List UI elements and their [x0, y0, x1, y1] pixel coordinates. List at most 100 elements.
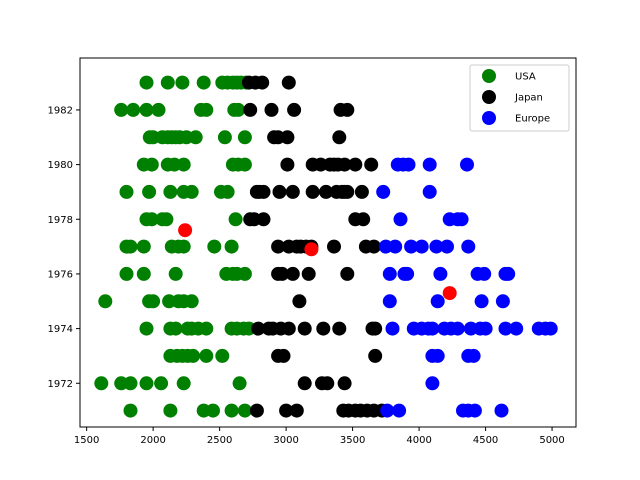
usa-point — [163, 184, 178, 199]
y-tick-label: 1978 — [48, 215, 73, 226]
europe-point — [425, 376, 440, 391]
europe-point — [509, 321, 524, 336]
usa-point — [139, 75, 154, 90]
usa-point — [144, 212, 159, 227]
usa-point — [144, 157, 159, 172]
usa-point — [151, 102, 166, 117]
usa-point — [176, 239, 191, 254]
europe-point — [501, 266, 516, 281]
y-axis: 1972 1974 1976 1978 1980 1982 — [48, 105, 80, 390]
japan-point — [280, 157, 295, 172]
japan-point — [332, 321, 347, 336]
europe-point — [385, 321, 400, 336]
japan-point — [348, 157, 363, 172]
europe-point — [478, 321, 493, 336]
usa-point — [160, 75, 175, 90]
highlight-point — [178, 223, 193, 238]
usa-point — [199, 321, 214, 336]
japan-point — [356, 212, 371, 227]
japan-point — [301, 266, 316, 281]
usa-point — [224, 403, 239, 418]
usa-point — [139, 376, 154, 391]
data-points — [94, 75, 558, 418]
europe-point — [467, 403, 482, 418]
usa-point — [168, 266, 183, 281]
usa-point — [199, 102, 214, 117]
japan-point — [320, 376, 335, 391]
japan-point — [366, 239, 381, 254]
x-tick-label: 1500 — [74, 435, 99, 446]
usa-point — [98, 294, 113, 309]
usa-point — [123, 239, 138, 254]
japan-point — [305, 184, 320, 199]
europe-point — [543, 321, 558, 336]
japan-point — [340, 184, 355, 199]
japan-point — [327, 239, 341, 254]
y-tick-label: 1974 — [48, 324, 73, 335]
usa-point — [196, 75, 211, 90]
legend-label: Europe — [515, 114, 550, 125]
x-tick-label: 2000 — [140, 435, 165, 446]
europe-point — [422, 184, 437, 199]
europe-point — [392, 403, 407, 418]
usa-point — [176, 157, 191, 172]
europe-point — [433, 266, 448, 281]
japan-point — [337, 157, 352, 172]
usa-point — [139, 321, 154, 336]
usa-point — [232, 376, 247, 391]
x-tick-label: 4000 — [406, 435, 431, 446]
usa-point — [119, 266, 134, 281]
x-axis: 1500 2000 2500 3000 3500 4000 4500 5000 — [74, 427, 565, 446]
europe-point — [430, 294, 445, 309]
japan-point — [264, 102, 279, 117]
usa-point — [199, 348, 214, 363]
usa-point — [126, 102, 141, 117]
europe-point — [400, 266, 415, 281]
usa-point — [123, 376, 138, 391]
legend-label: USA — [515, 72, 536, 83]
europe-point — [440, 239, 454, 254]
legend-marker — [482, 90, 496, 104]
europe-point — [494, 403, 509, 418]
legend-marker — [482, 69, 496, 83]
europe-point — [388, 239, 403, 254]
usa-point — [136, 266, 151, 281]
x-tick-label: 3000 — [273, 435, 298, 446]
japan-point — [275, 266, 290, 281]
y-tick-label: 1982 — [48, 105, 73, 116]
usa-point — [220, 184, 235, 199]
usa-point — [237, 403, 252, 418]
japan-point — [272, 184, 287, 199]
japan-point — [316, 321, 331, 336]
usa-point — [237, 157, 252, 172]
japan-point — [319, 184, 333, 199]
japan-point — [249, 403, 264, 418]
japan-point — [368, 348, 383, 363]
usa-point — [146, 294, 161, 309]
europe-point — [430, 348, 445, 363]
europe-point — [477, 266, 492, 281]
y-tick-label: 1972 — [48, 379, 73, 390]
japan-point — [292, 294, 307, 309]
legend: USA Japan Europe — [469, 64, 570, 132]
usa-point — [142, 184, 157, 199]
europe-point — [382, 294, 397, 309]
usa-point — [94, 376, 109, 391]
usa-point — [176, 376, 191, 391]
japan-point — [287, 102, 302, 117]
usa-point — [119, 184, 134, 199]
usa-point — [184, 294, 199, 309]
europe-point — [460, 157, 474, 172]
usa-point — [114, 102, 129, 117]
japan-point — [368, 321, 383, 336]
japan-point — [279, 403, 294, 418]
x-tick-label: 2500 — [207, 435, 232, 446]
usa-point — [231, 102, 246, 117]
europe-point — [393, 212, 408, 227]
usa-point — [139, 102, 154, 117]
x-tick-label: 4500 — [473, 435, 498, 446]
usa-point — [168, 321, 183, 336]
usa-point — [123, 403, 138, 418]
usa-point — [186, 348, 200, 363]
